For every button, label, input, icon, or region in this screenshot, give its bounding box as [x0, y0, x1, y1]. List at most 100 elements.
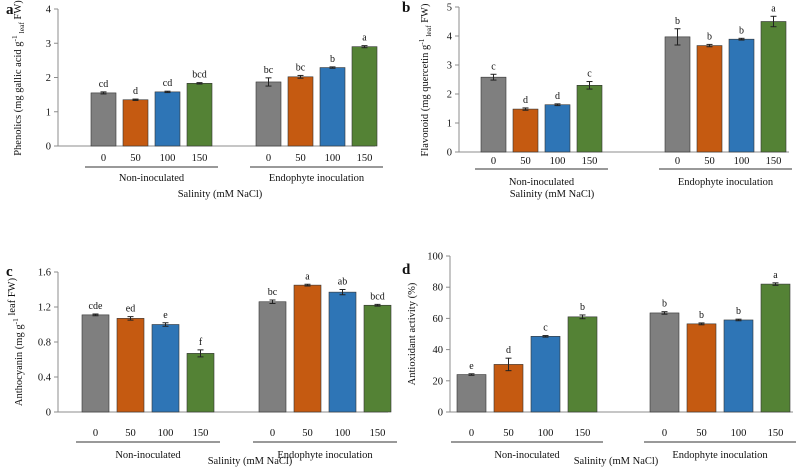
y-axis-label: Phenolics (mg gallic acid g-1 leaf FW)	[10, 0, 26, 156]
category-label: 100	[160, 153, 176, 164]
bar	[530, 336, 561, 413]
category-label: 0	[266, 153, 271, 164]
significance-letter: f	[199, 337, 203, 348]
category-label: 0	[675, 156, 680, 167]
significance-letter: c	[491, 61, 496, 72]
bar	[456, 374, 487, 413]
bar	[328, 291, 357, 413]
bar	[728, 38, 755, 153]
significance-letter: bcd	[370, 291, 384, 302]
category-label: 0	[270, 428, 275, 439]
category-label: 0	[93, 428, 98, 439]
category-label: 150	[575, 428, 591, 439]
significance-letter: b	[707, 31, 712, 42]
category-label: 0	[469, 428, 474, 439]
significance-letter: b	[699, 310, 704, 321]
significance-letter: b	[662, 299, 667, 310]
bar	[186, 83, 213, 147]
bar	[116, 318, 145, 413]
bar	[567, 316, 598, 413]
bar	[493, 364, 524, 413]
category-label: 50	[130, 153, 141, 164]
category-label: 100	[325, 153, 341, 164]
bar	[154, 91, 181, 147]
y-tick-label: 1	[46, 107, 51, 118]
significance-letter: ed	[126, 304, 135, 315]
significance-letter: a	[305, 271, 310, 282]
category-label: 150	[766, 156, 782, 167]
category-label: 50	[295, 153, 306, 164]
y-tick-label: 0	[46, 142, 51, 153]
bar	[258, 301, 287, 413]
y-tick-label: 0	[46, 408, 51, 419]
significance-letter: c	[543, 323, 548, 334]
y-tick-label: 2	[46, 73, 51, 84]
group-label: Endophyte inoculation	[678, 177, 774, 188]
y-tick-label: 80	[433, 283, 444, 294]
y-tick-label: 0	[447, 148, 452, 159]
significance-letter: bcd	[192, 70, 206, 81]
bar	[351, 46, 378, 147]
bar	[81, 314, 110, 413]
significance-letter: b	[675, 16, 680, 27]
y-tick-label: 0.4	[38, 373, 52, 384]
bar	[90, 92, 117, 147]
panel-letter: c	[6, 264, 13, 280]
y-tick-label: 0.8	[38, 338, 51, 349]
panel-b: b Flavonoid (mg quercetin g-1 leaf FW) 0 1 2…	[402, 0, 792, 200]
bar	[363, 304, 392, 413]
y-tick-label: 3	[46, 39, 51, 50]
bar	[696, 45, 723, 153]
bar	[512, 108, 539, 153]
category-label: 100	[335, 428, 351, 439]
significance-letter: ab	[338, 277, 347, 288]
y-tick-label: 1	[447, 119, 452, 130]
y-tick-label: 100	[427, 252, 443, 263]
bar	[293, 284, 322, 413]
significance-letter: b	[580, 302, 585, 313]
category-label: 0	[101, 153, 106, 164]
category-label: 100	[734, 156, 750, 167]
y-tick-label: 0	[438, 408, 443, 419]
y-tick-label: 40	[433, 345, 444, 356]
significance-letter: cd	[99, 79, 108, 90]
significance-letter: a	[773, 270, 778, 281]
y-axis-label: Flavonoid (mg quercetin g-1 leaf FW)	[417, 3, 433, 156]
panel-d: d Antioxidant activity (%) 0 20 40 60 80 100 e 0 d…	[402, 252, 796, 467]
bar	[760, 21, 787, 153]
category-label: 150	[582, 156, 598, 167]
salinity-label: Salinity (mM NaCl)	[574, 456, 659, 467]
significance-letter: b	[739, 25, 744, 36]
significance-letter: cde	[89, 301, 103, 312]
group-label: Non-inoculated	[119, 173, 185, 184]
bar	[723, 319, 754, 413]
y-tick-label: 5	[447, 3, 452, 14]
salinity-label: Salinity (mM NaCl)	[510, 189, 595, 200]
significance-letter: a	[362, 33, 367, 44]
bar	[151, 324, 180, 413]
category-label: 50	[125, 428, 136, 439]
significance-letter: d	[133, 86, 138, 97]
bar	[255, 81, 282, 147]
y-axis-label: Anthocyanin (mg g-1 leaf FW)	[7, 277, 25, 406]
bar	[186, 353, 215, 413]
bar	[287, 76, 314, 147]
category-label: 50	[704, 156, 715, 167]
panel-letter: b	[402, 0, 410, 16]
bar	[319, 67, 346, 147]
category-label: 150	[370, 428, 386, 439]
category-label: 100	[550, 156, 566, 167]
y-tick-label: 20	[433, 376, 444, 387]
significance-letter: d	[523, 95, 528, 106]
y-tick-label: 1.6	[38, 268, 51, 279]
significance-letter: c	[587, 69, 592, 80]
panel-letter: d	[402, 262, 411, 278]
significance-letter: cd	[163, 78, 172, 89]
bar	[544, 104, 571, 153]
significance-letter: bc	[296, 62, 306, 73]
bar	[122, 99, 149, 147]
significance-letter: e	[469, 361, 474, 372]
bar	[480, 76, 507, 153]
